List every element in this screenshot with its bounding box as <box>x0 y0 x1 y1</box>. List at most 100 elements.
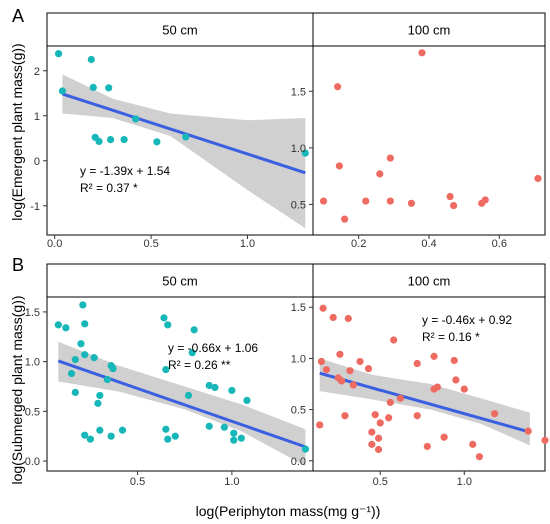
y-tick-label: 0.5 <box>291 199 306 211</box>
data-point <box>160 314 168 322</box>
data-point <box>109 364 117 373</box>
data-point <box>374 445 383 454</box>
x-tick-label: 1.0 <box>224 476 239 488</box>
data-point <box>79 301 87 309</box>
data-point <box>95 137 103 145</box>
data-point <box>460 385 468 393</box>
data-point <box>228 386 236 395</box>
y-tick-label: 0 <box>34 156 40 168</box>
y-tick-label: 0.0 <box>291 456 306 468</box>
data-point <box>162 365 170 374</box>
data-point <box>316 421 324 429</box>
data-point <box>81 431 89 439</box>
y-axis-label-emergent: log(Emergent plant mass(g)) <box>9 43 25 220</box>
data-point <box>337 377 346 385</box>
regression-equation: y = -1.39x + 1.54 <box>80 164 170 178</box>
data-point <box>385 414 393 422</box>
data-point <box>188 349 196 357</box>
panel-a-100cm: 100 cm 0.2 0.4 0.6 0.5 1.0 1.5 <box>291 12 546 250</box>
data-point <box>71 388 79 397</box>
regression-equation: y = -0.46x + 0.92 <box>422 313 512 327</box>
data-point <box>344 314 352 323</box>
regression-line <box>61 92 306 175</box>
r-squared-label: R² = 0.26 ** <box>168 358 231 372</box>
data-point <box>374 434 383 442</box>
y-tick-label: 0.5 <box>291 405 306 417</box>
data-point <box>541 436 549 444</box>
facet-label: 50 cm <box>162 274 197 289</box>
data-point <box>475 453 484 461</box>
data-point <box>58 87 67 95</box>
data-point <box>120 136 128 144</box>
x-axis-label: log(Periphyton mass(mg g⁻¹)) <box>196 503 381 519</box>
data-point <box>230 429 238 437</box>
facet-strip <box>46 12 314 47</box>
data-point <box>368 428 376 436</box>
data-point <box>230 436 238 444</box>
data-point <box>118 426 127 434</box>
panel-letter-b: B <box>12 255 24 275</box>
data-point <box>319 197 328 205</box>
facet-label: 100 cm <box>408 274 451 289</box>
y-tick-label: 1.5 <box>291 86 306 98</box>
data-point <box>376 419 384 427</box>
facet-label: 50 cm <box>162 23 197 38</box>
data-point <box>450 356 458 365</box>
data-point <box>205 422 213 430</box>
data-point <box>105 84 113 92</box>
data-point <box>164 321 172 329</box>
y-tick-label: 0.5 <box>25 406 40 418</box>
data-point <box>440 433 448 441</box>
data-point <box>356 357 364 366</box>
data-point <box>107 432 115 440</box>
data-point <box>371 411 379 419</box>
r-squared-label: R² = 0.16 * <box>422 330 480 344</box>
y-tick-label: 1.5 <box>25 307 40 319</box>
x-tick-label: 0.4 <box>421 238 436 250</box>
data-point <box>132 115 140 123</box>
data-point <box>153 138 161 146</box>
panel-a-50cm: 50 cm 0.0 0.5 1.0 -1 0 1 2 y = -1.39x + 1.54 R² =… <box>30 12 314 250</box>
data-point <box>90 354 98 362</box>
data-point <box>336 350 344 358</box>
y-tick-label: 1.0 <box>291 353 306 365</box>
data-point <box>524 427 532 435</box>
data-point <box>54 50 63 58</box>
data-point <box>322 366 331 374</box>
data-point <box>103 375 111 384</box>
data-point <box>77 340 85 348</box>
x-tick-label: 0.5 <box>143 238 158 250</box>
regression-line <box>57 359 306 449</box>
data-point <box>94 399 102 407</box>
data-point <box>423 442 431 451</box>
panel-b-100cm: 100 cm 0.5 1.0 0.0 0.5 1.0 1.5 y = -0.46x + 0.9… <box>291 263 549 488</box>
data-point <box>237 434 245 442</box>
data-point <box>329 313 337 322</box>
data-point <box>430 352 438 360</box>
y-tick-label: 1.5 <box>291 302 306 314</box>
data-point <box>334 83 342 91</box>
data-point <box>86 435 94 443</box>
data-point <box>87 55 95 64</box>
data-point <box>62 324 70 332</box>
data-point <box>96 426 104 434</box>
data-point <box>368 440 376 448</box>
panel-letter-a: A <box>12 6 24 26</box>
data-point <box>362 197 370 205</box>
data-point <box>301 149 309 157</box>
data-point <box>534 174 542 183</box>
data-point <box>341 412 349 420</box>
y-tick-label: 2 <box>34 66 40 78</box>
data-point <box>81 351 89 359</box>
data-point <box>407 199 416 207</box>
data-point <box>71 356 79 364</box>
data-point <box>319 304 327 312</box>
data-point <box>418 49 426 57</box>
data-point <box>190 326 198 334</box>
data-point <box>89 83 97 91</box>
data-point <box>96 391 104 400</box>
data-point <box>341 215 349 223</box>
r-squared-label: R² = 0.37 * <box>80 181 138 195</box>
y-tick-label: 0.0 <box>25 456 40 468</box>
